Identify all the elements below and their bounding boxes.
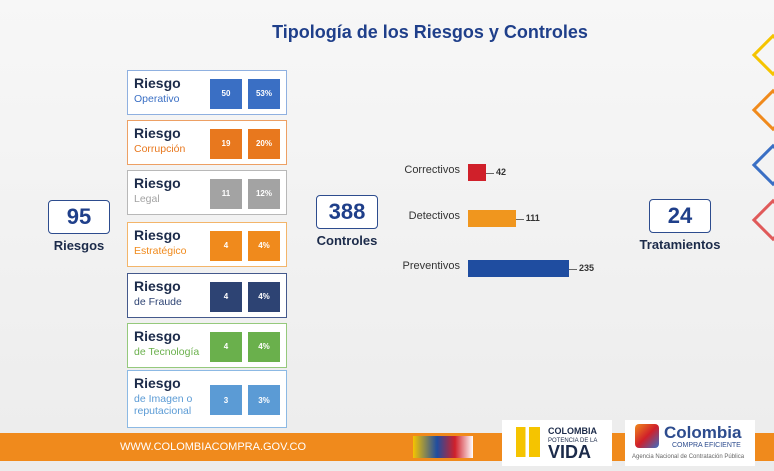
bar-category: Preventivos <box>340 260 460 272</box>
bar-value: 235 <box>579 263 594 273</box>
risk-percent: 3% <box>248 385 280 415</box>
bar <box>468 260 569 277</box>
risk-count: 4 <box>210 282 242 312</box>
logo-text: COLOMBIA <box>548 427 597 436</box>
decor <box>752 34 774 76</box>
risk-percent: 12% <box>248 179 280 209</box>
risk-percent: 4% <box>248 282 280 312</box>
total-value: 24 <box>649 199 711 233</box>
risk-title: Riesgo <box>134 375 181 391</box>
risk-subtitle: de Imagen o reputacional <box>134 393 214 417</box>
bar-category: Detectivos <box>340 210 460 222</box>
decor <box>752 89 774 131</box>
bar-category: Correctivos <box>340 164 460 176</box>
risk-subtitle: Operativo <box>134 93 214 105</box>
total-label: Controles <box>297 233 397 248</box>
risk-subtitle: de Fraude <box>134 296 214 308</box>
risk-subtitle: Estratégico <box>134 245 214 257</box>
risk-percent: 4% <box>248 332 280 362</box>
risk-subtitle: de Tecnología <box>134 346 214 358</box>
risk-count: 4 <box>210 231 242 261</box>
logo-icon <box>516 427 540 457</box>
logo-text: Colombia <box>664 424 741 441</box>
risk-subtitle: Corrupción <box>134 143 214 155</box>
logo-icon <box>635 424 659 448</box>
risk-title: Riesgo <box>134 328 181 344</box>
risk-percent: 20% <box>248 129 280 159</box>
risk-count: 11 <box>210 179 242 209</box>
decor <box>752 144 774 186</box>
bar-value-line <box>569 269 577 270</box>
bar-value: 42 <box>496 167 506 177</box>
bar <box>468 210 516 227</box>
risk-subtitle: Legal <box>134 193 214 205</box>
decor <box>752 199 774 241</box>
risk-count: 19 <box>210 129 242 159</box>
logo-text: Agencia Nacional de Contratación Pública <box>632 454 744 460</box>
bar <box>468 164 486 181</box>
risk-count: 50 <box>210 79 242 109</box>
logo-pattern <box>413 436 473 458</box>
bar-value: 111 <box>526 213 540 223</box>
total-label: Riesgos <box>29 238 129 253</box>
total-value: 95 <box>48 200 110 234</box>
footer-url: WWW.COLOMBIACOMPRA.GOV.CO <box>120 441 306 453</box>
total-label: Tratamientos <box>630 237 730 252</box>
risk-title: Riesgo <box>134 175 181 191</box>
page: {"title":"Tipología de los Riesgos y Con… <box>0 0 774 471</box>
risk-title: Riesgo <box>134 227 181 243</box>
bar-value-line <box>516 219 524 220</box>
risk-title: Riesgo <box>134 125 181 141</box>
risk-percent: 53% <box>248 79 280 109</box>
risk-count: 4 <box>210 332 242 362</box>
risk-title: Riesgo <box>134 278 181 294</box>
logo-text: COMPRA EFICIENTE <box>672 442 741 449</box>
logo-text: VIDA <box>548 443 591 461</box>
risk-count: 3 <box>210 385 242 415</box>
risk-percent: 4% <box>248 231 280 261</box>
bar-value-line <box>486 173 494 174</box>
title: Tipología de los Riesgos y Controles <box>230 22 630 43</box>
risk-title: Riesgo <box>134 75 181 91</box>
